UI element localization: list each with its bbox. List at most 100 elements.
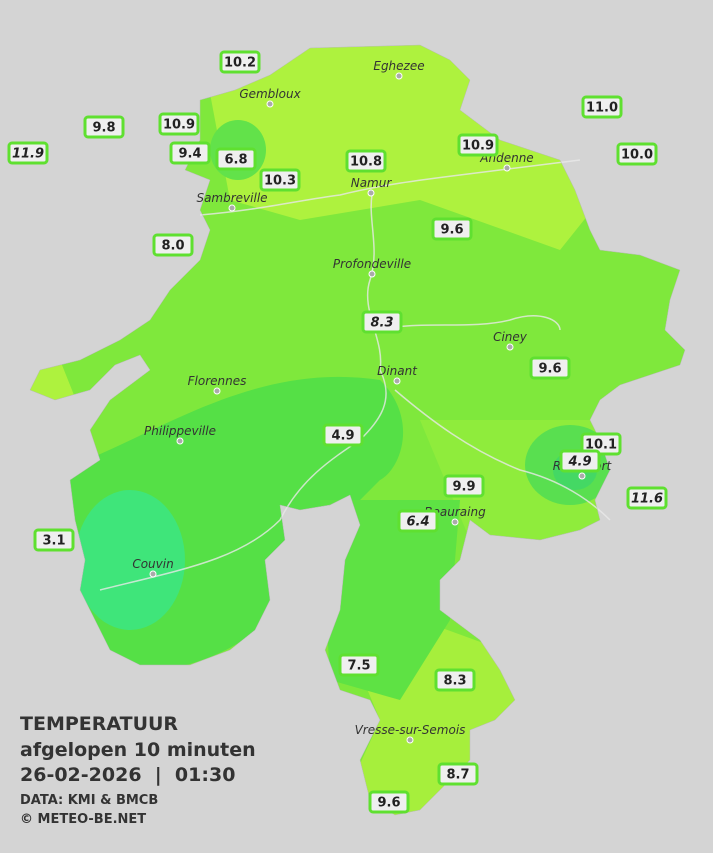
town-dot (506, 343, 514, 351)
station: 6.4 (397, 509, 439, 533)
legend-source: DATA: KMI & BMCB (20, 793, 158, 808)
legend-subtitle: afgelopen 10 minuten (20, 739, 256, 761)
station: 8.3 (361, 310, 403, 334)
station: 11.6 (626, 486, 668, 510)
station: 11.0 (581, 95, 623, 119)
station-value: 11.6 (631, 492, 663, 507)
town-dot (393, 377, 401, 385)
town-label: Profondeville (333, 257, 411, 271)
station-value: 11.9 (12, 147, 44, 162)
town-dot (578, 472, 586, 480)
station: 6.8 (215, 147, 257, 171)
station: 10.9 (457, 133, 499, 157)
station-value: 10.2 (224, 56, 256, 71)
town-dot (176, 437, 184, 445)
station: 3.1 (33, 528, 75, 552)
station-box (368, 790, 410, 814)
station-box (559, 449, 601, 473)
station-value: 8.3 (370, 316, 393, 331)
station-value: 4.9 (567, 455, 591, 470)
town-dot (266, 100, 274, 108)
station-value: 6.8 (224, 153, 247, 168)
station-value: 9.8 (92, 121, 115, 136)
station: 7.5 (338, 653, 380, 677)
station-value: 9.6 (440, 223, 463, 238)
station: 11.9 (7, 141, 49, 165)
stations: 10.2 9.8 10.9 11.9 9.4 6.8 10.3 10.8 10.9 11.0 10.… (7, 50, 668, 814)
station: 8.0 (152, 233, 194, 257)
station-box (152, 233, 194, 257)
legend: TEMPERATUUR afgelopen 10 minuten 26-02-2… (20, 713, 256, 827)
station-box (581, 95, 623, 119)
town-dot (228, 204, 236, 212)
station-box (361, 310, 403, 334)
station-box (397, 509, 439, 533)
station: 9.6 (529, 356, 571, 380)
station-value: 3.1 (42, 534, 65, 549)
town-dot (395, 72, 403, 80)
station-box (338, 653, 380, 677)
station-box (434, 668, 476, 692)
town-label: Beauraing (424, 505, 486, 519)
town-dot (367, 189, 375, 197)
rivers (99, 159, 611, 591)
town-label: Sambreville (196, 191, 267, 205)
station-box (83, 115, 125, 139)
station-value: 4.9 (331, 429, 354, 444)
station: 4.9 (559, 449, 601, 473)
station: 4.9 (322, 423, 364, 447)
town-dot (368, 270, 376, 278)
station: 10.2 (219, 50, 261, 74)
station-value: 8.3 (443, 674, 466, 689)
legend-title: TEMPERATUUR (20, 713, 178, 735)
station-value: 8.0 (161, 239, 184, 254)
station-value: 10.3 (264, 174, 296, 189)
station-value: 7.5 (347, 659, 370, 674)
station-box (158, 112, 200, 136)
station-box (431, 217, 473, 241)
station-box (457, 133, 499, 157)
station: 9.8 (83, 115, 125, 139)
station-box (219, 50, 261, 74)
town-label: Florennes (188, 374, 247, 388)
town-label: Vresse-sur-Semois (355, 723, 466, 737)
station-box (580, 432, 622, 456)
station-box (616, 142, 658, 166)
station: 10.9 (158, 112, 200, 136)
town-label: Philippeville (144, 424, 216, 438)
station-value: 9.6 (538, 362, 561, 377)
station-box (345, 149, 387, 173)
town-label: Dinant (377, 364, 418, 378)
station-value: 10.0 (621, 148, 653, 163)
town-dot (503, 164, 511, 172)
station: 10.1 (580, 432, 622, 456)
town-label: Namur (351, 176, 393, 190)
town-dot (406, 736, 414, 744)
station: 9.9 (443, 474, 485, 498)
station-value: 9.4 (178, 147, 201, 162)
station-value: 9.6 (377, 796, 400, 811)
station-box (259, 168, 301, 192)
legend-copyright: © METEO-BE.NET (20, 812, 146, 827)
town-label: Eghezee (373, 59, 424, 73)
station-value: 10.8 (350, 155, 382, 170)
station-box (7, 141, 49, 165)
town-dot (149, 570, 157, 578)
towns: EghezeeGemblouxAndenneNamurSambrevillePr… (132, 59, 613, 744)
station-box (626, 486, 668, 510)
station: 8.3 (434, 668, 476, 692)
legend-datetime: 26-02-2026 | 01:30 (20, 764, 235, 786)
station-box (322, 423, 364, 447)
town-label: Gembloux (239, 87, 301, 101)
town-label: Ciney (493, 330, 528, 344)
station-value: 8.7 (446, 768, 469, 783)
station-box (215, 147, 257, 171)
station-box (169, 141, 211, 165)
station-box (33, 528, 75, 552)
station: 9.4 (169, 141, 211, 165)
station-value: 11.0 (586, 101, 618, 116)
station: 10.8 (345, 149, 387, 173)
station: 9.6 (431, 217, 473, 241)
town-dot (213, 387, 221, 395)
